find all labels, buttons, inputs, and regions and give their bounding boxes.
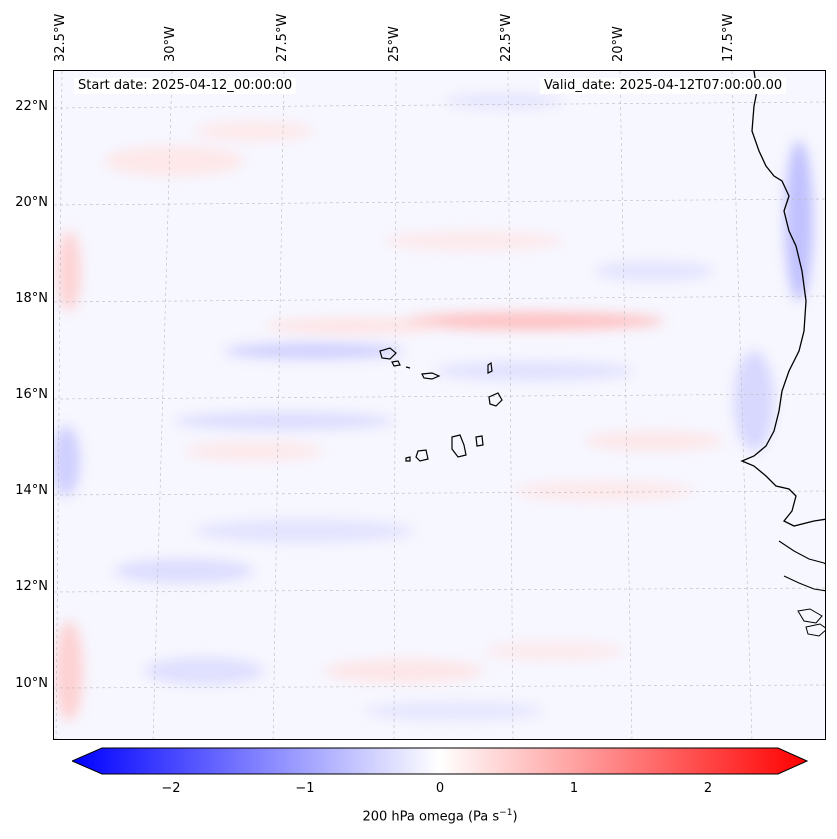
- lat-label-16n: 16°N: [15, 387, 48, 402]
- field-blob: [785, 141, 813, 301]
- field-blob: [54, 426, 80, 496]
- lon-label-17-5w: 17.5°W: [721, 13, 736, 62]
- colorbar-label-text: 200 hPa omega (Pa s: [362, 809, 500, 825]
- lat-label-14n: 14°N: [15, 483, 48, 498]
- lon-label-25w: 25°W: [387, 26, 402, 62]
- colorbar-tick-1: 1: [569, 781, 579, 796]
- colorbar-ramp: [72, 747, 808, 775]
- lon-label-27-5w: 27.5°W: [275, 13, 290, 62]
- field-blob: [57, 231, 81, 311]
- field-blob: [174, 412, 394, 430]
- island-sao-vicente: [391, 360, 401, 367]
- field-blob: [264, 318, 444, 334]
- lat-label-18n: 18°N: [15, 291, 48, 306]
- field-blob: [384, 231, 564, 251]
- lon-label-32-5w: 32.5°W: [53, 13, 68, 62]
- lat-label-20n: 20°N: [15, 195, 48, 210]
- field-blob: [484, 641, 624, 661]
- field-blob: [404, 312, 664, 330]
- colorbar-label-close: ): [512, 809, 518, 825]
- bissagos-islands: [805, 623, 825, 637]
- lon-label-22-5w: 22.5°W: [499, 13, 514, 62]
- colorbar: [72, 747, 808, 775]
- map-background: [54, 71, 825, 739]
- colorbar-tick-minus-2: −2: [161, 781, 181, 796]
- african-coastline: [740, 71, 825, 527]
- field-blob: [184, 441, 324, 461]
- colorbar-label: 200 hPa omega (Pa s−1): [0, 808, 837, 824]
- lon-label-20w: 20°W: [611, 26, 626, 62]
- field-blob: [144, 657, 264, 685]
- map-panel: Start date: 2025-04-12_00:00:00 Valid_da…: [53, 70, 826, 740]
- field-blob: [584, 431, 724, 451]
- island-santa-luzia: [405, 366, 411, 369]
- colorbar-label-exponent: −1: [499, 808, 513, 818]
- coastline-guinea-bissau: [783, 575, 825, 592]
- bissagos-islands: [797, 608, 823, 624]
- graticule: [54, 71, 825, 739]
- field-blob: [734, 351, 774, 451]
- field-blob: [364, 701, 544, 721]
- omega-field-map: [54, 71, 825, 739]
- island-santiago: [451, 434, 467, 458]
- field-blob: [444, 93, 564, 109]
- field-blob: [114, 559, 254, 583]
- island-brava: [405, 456, 411, 462]
- field-blob: [514, 481, 694, 501]
- field-blob: [324, 659, 484, 683]
- start-date-label: Start date: 2025-04-12_00:00:00: [74, 78, 297, 94]
- lat-label-22n: 22°N: [15, 99, 48, 114]
- field-blob: [224, 343, 404, 359]
- valid-date-label: Valid_date: 2025-04-12T07:00:00.00: [540, 78, 787, 94]
- field-blob: [104, 146, 244, 176]
- island-fogo: [415, 449, 429, 462]
- lat-label-10n: 10°N: [15, 676, 48, 691]
- lon-label-30w: 30°W: [163, 26, 178, 62]
- island-sal: [487, 361, 493, 374]
- field-blob: [55, 621, 83, 721]
- colorbar-tick-0: 0: [435, 781, 445, 796]
- colorbar-tick-2: 2: [703, 781, 713, 796]
- island-maio: [475, 435, 484, 447]
- field-blob: [194, 121, 314, 141]
- field-blob: [194, 519, 414, 543]
- island-sao-nicolau: [421, 372, 441, 380]
- cape-verde-islands: [379, 347, 503, 462]
- lat-label-12n: 12°N: [15, 579, 48, 594]
- field-blob: [434, 361, 634, 381]
- colorbar-tick-minus-1: −1: [295, 781, 315, 796]
- omega-field: [54, 93, 813, 721]
- island-boa-vista: [488, 392, 503, 407]
- coastline-gambia: [778, 540, 825, 565]
- field-blob: [594, 261, 714, 281]
- island-santo-antao: [379, 347, 397, 360]
